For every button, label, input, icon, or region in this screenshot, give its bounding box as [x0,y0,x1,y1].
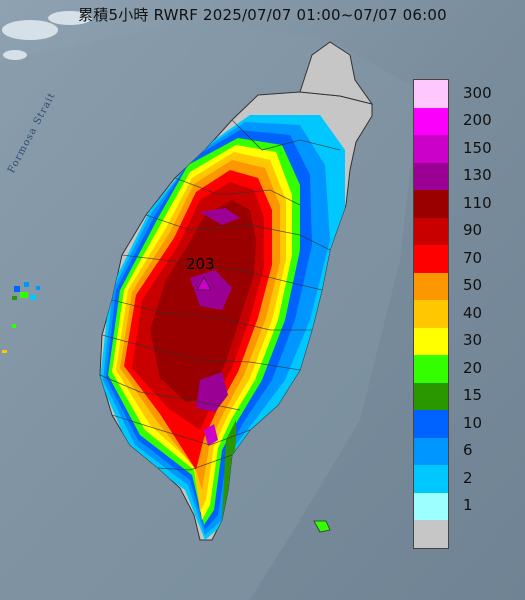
legend-swatch [414,107,448,135]
max-rainfall-value: 203 [186,255,215,273]
legend-swatch [414,492,448,520]
legend-swatch [414,520,448,548]
cloud-cover [2,11,92,60]
legend-swatch [414,272,448,300]
legend-label: 90 [463,221,483,240]
legend-label: 300 [463,83,492,102]
county-boundaries [99,119,341,471]
legend-label: 200 [463,111,492,130]
legend-swatch [414,245,448,273]
legend-swatch [414,135,448,163]
legend-label: 150 [463,138,492,157]
legend-label: 10 [463,413,483,432]
legend-swatch [414,355,448,383]
legend-label: 40 [463,303,483,322]
legend-label: 30 [463,331,483,350]
legend-label: 70 [463,248,483,267]
legend-swatch [414,300,448,328]
legend-swatch [414,162,448,190]
penghu-islands [2,282,40,353]
legend-label: 15 [463,386,483,405]
map-title: 累積5小時 RWRF 2025/07/07 01:00~07/07 06:00 [78,6,447,24]
legend-label: 1 [463,496,473,515]
legend-label: 2 [463,468,473,487]
legend-label: 130 [463,166,492,185]
green-island [313,520,331,533]
max-rainfall-marker [196,275,212,291]
color-legend [413,79,449,549]
northern-cape [299,41,374,105]
legend-swatch [414,465,448,493]
legend-swatch [414,190,448,218]
legend-label: 20 [463,358,483,377]
legend-swatch [414,80,448,108]
legend-label: 110 [463,193,492,212]
legend-swatch [414,382,448,410]
legend-label: 6 [463,441,473,460]
legend-swatch [414,217,448,245]
legend-swatch [414,437,448,465]
legend-label: 50 [463,276,483,295]
rainfall-layers [100,115,345,540]
legend-swatch [414,327,448,355]
legend-swatch [414,410,448,438]
